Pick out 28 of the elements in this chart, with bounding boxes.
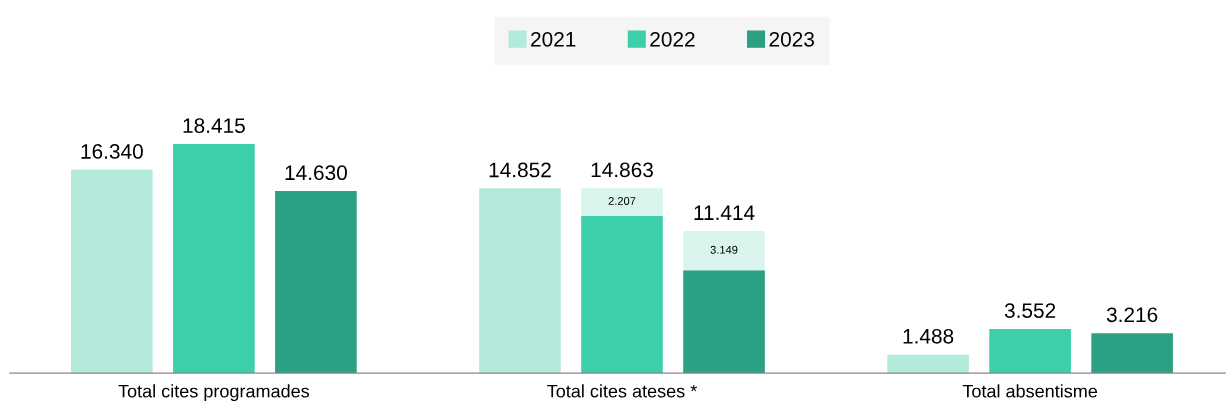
total-label: 3.216 xyxy=(1106,307,1158,323)
total-label: 16.340 xyxy=(81,144,143,159)
x-tick-label: Total cites programades xyxy=(118,384,310,402)
bar xyxy=(479,188,561,374)
legend-label: 2023 xyxy=(769,31,814,47)
total-label: 3.552 xyxy=(1004,303,1056,318)
legend-label: 2022 xyxy=(650,31,695,47)
total-label: 14.863 xyxy=(591,162,653,178)
x-tick-label: Total absentisme xyxy=(962,384,1098,398)
bar xyxy=(887,354,969,374)
total-label: 18.415 xyxy=(183,118,245,134)
bar xyxy=(683,231,765,271)
bar xyxy=(1091,333,1173,374)
bar xyxy=(581,188,663,216)
legend-label: 2021 xyxy=(531,31,576,47)
total-label: 1.488 xyxy=(903,328,954,344)
bar xyxy=(275,191,357,374)
bar xyxy=(173,144,255,374)
bar xyxy=(581,215,663,374)
bar xyxy=(71,169,153,374)
bar xyxy=(683,270,765,374)
bar xyxy=(989,328,1071,374)
total-label: 14.630 xyxy=(285,165,347,181)
total-label: 11.414 xyxy=(694,205,755,220)
data-label: 2.207 xyxy=(608,197,636,205)
x-tick-label: Total cites ateses * xyxy=(547,384,697,398)
data-label: 3.149 xyxy=(710,245,738,254)
total-label: 14.852 xyxy=(489,162,551,178)
